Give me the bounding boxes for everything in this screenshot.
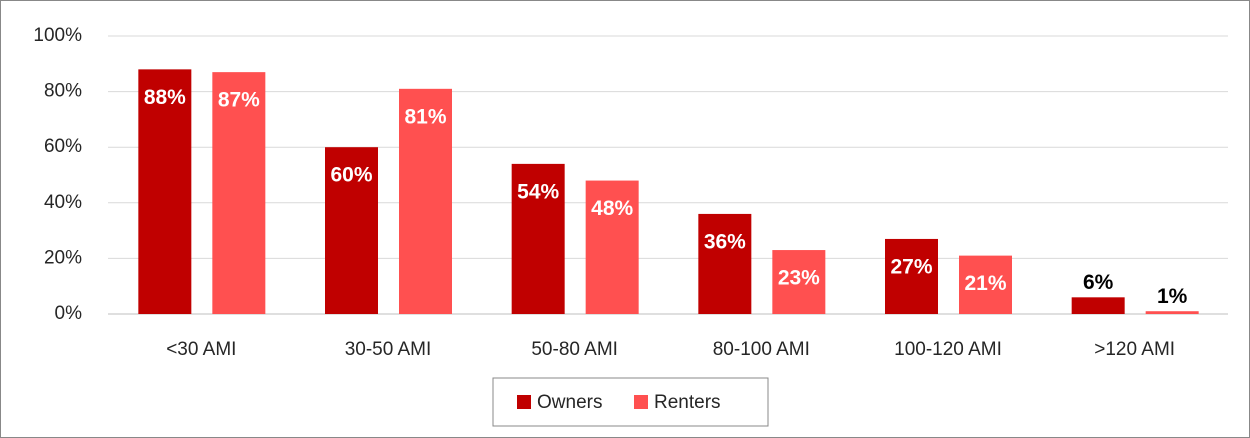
data-label: 48%	[591, 197, 633, 220]
data-label: 54%	[517, 180, 559, 203]
y-tick-label: 20%	[44, 247, 82, 268]
y-tick-label: 60%	[44, 136, 82, 157]
bar	[212, 72, 266, 314]
bar	[959, 255, 1012, 314]
x-tick-label: 30-50 AMI	[345, 339, 432, 360]
y-tick-label: 80%	[44, 81, 82, 102]
bar	[138, 69, 192, 314]
bar	[585, 180, 639, 314]
bar	[1071, 297, 1125, 314]
bar	[698, 213, 752, 314]
x-tick-label: 80-100 AMI	[713, 339, 810, 360]
y-tick-label: 40%	[44, 192, 82, 213]
data-label: 1%	[1157, 285, 1188, 308]
x-tick-label: 100-120 AMI	[894, 339, 1002, 360]
bar	[325, 147, 378, 314]
x-tick-label: 50-80 AMI	[531, 339, 618, 360]
data-label: 88%	[144, 86, 186, 109]
legend-label: Renters	[654, 392, 721, 413]
legend-swatch	[517, 395, 531, 409]
x-tick-label: >120 AMI	[1094, 339, 1175, 360]
data-label: 60%	[330, 164, 372, 187]
data-label: 36%	[704, 230, 746, 253]
data-label: 23%	[778, 267, 820, 290]
y-tick-label: 0%	[55, 303, 83, 324]
bar	[399, 88, 452, 314]
data-label: 87%	[218, 89, 260, 112]
legend-label: Owners	[537, 392, 602, 413]
legend-box	[492, 377, 769, 427]
bar	[1145, 311, 1199, 314]
data-label: 81%	[404, 105, 446, 128]
data-label: 27%	[890, 255, 932, 278]
legend-swatch	[634, 395, 648, 409]
bar	[885, 238, 938, 314]
bar	[772, 250, 826, 314]
data-label: 6%	[1083, 271, 1114, 294]
data-label: 21%	[964, 272, 1006, 295]
x-tick-label: <30 AMI	[166, 339, 236, 360]
y-tick-label: 100%	[33, 25, 82, 46]
bar	[511, 163, 565, 314]
